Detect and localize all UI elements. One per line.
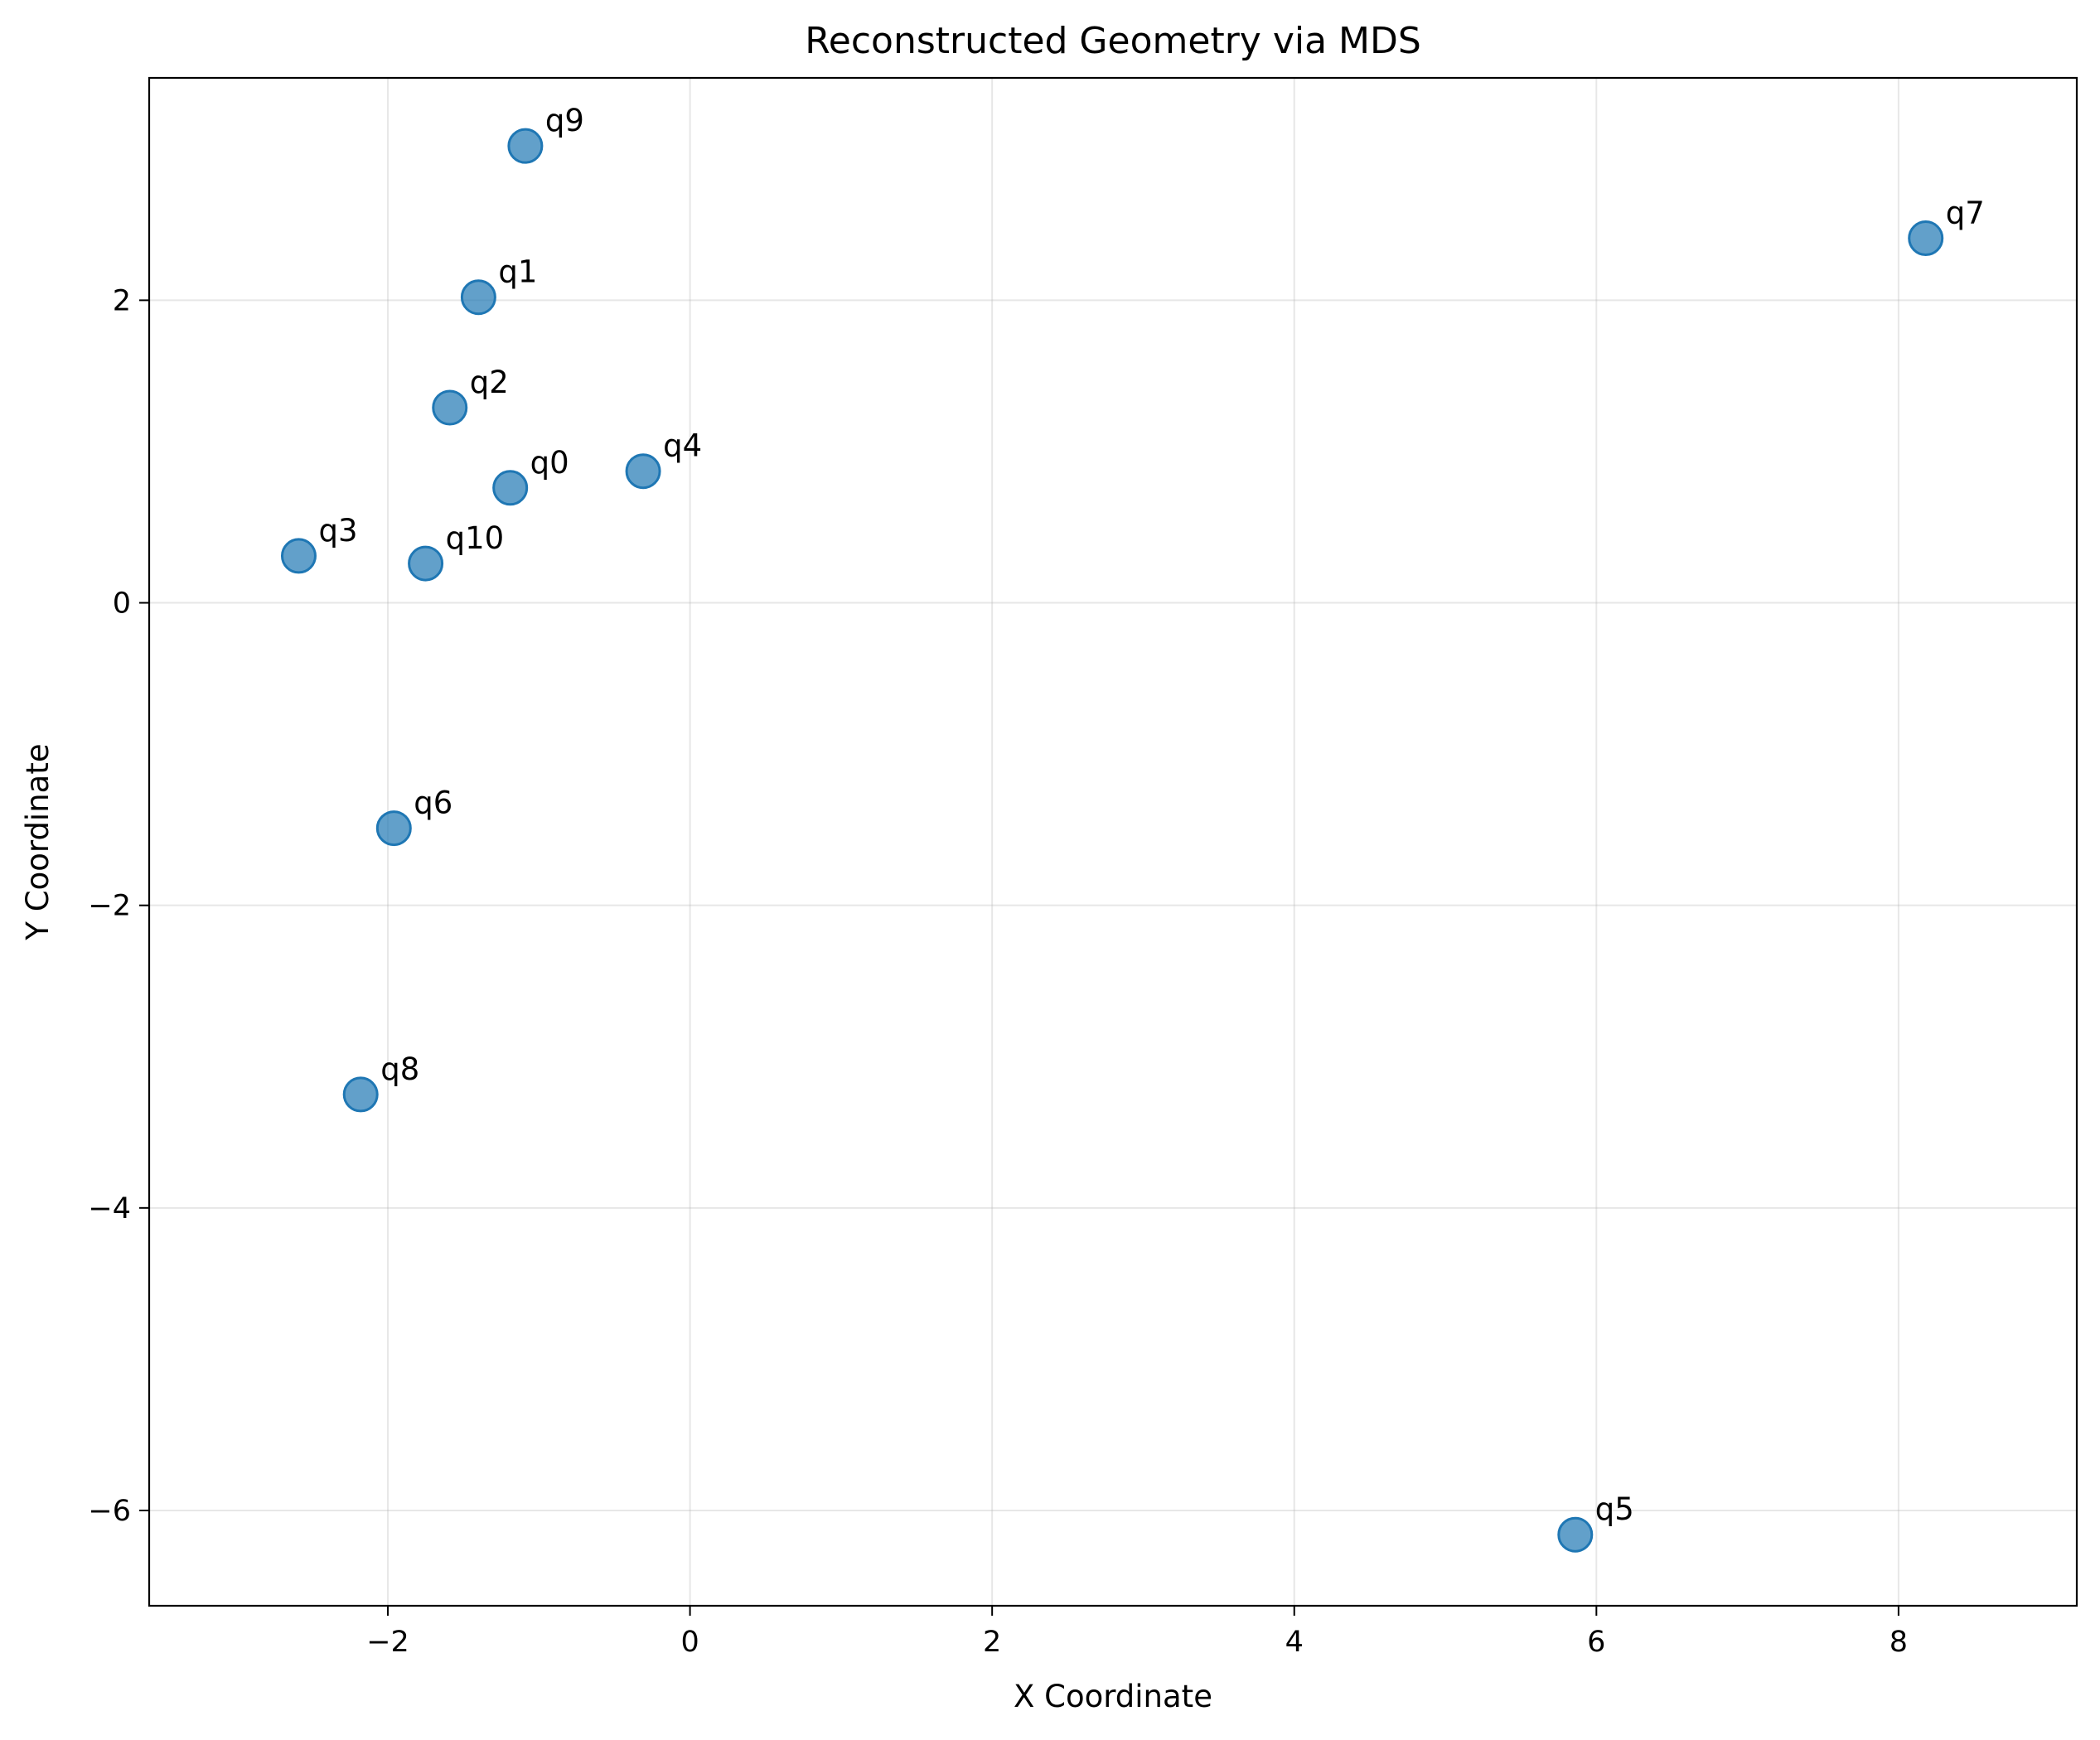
- point-labels: q0 q1 q2 q3 q4 q5 q6 q7 q8 q9 q10: [318, 103, 1984, 1527]
- plot-frame: [148, 76, 2078, 1607]
- point-label-q4: q4: [663, 428, 702, 464]
- y-tick-label: 0: [113, 587, 131, 621]
- y-tick-label: 2: [113, 284, 131, 317]
- x-tick-label: 0: [680, 1626, 699, 1659]
- x-tick-label: 8: [1890, 1626, 1908, 1659]
- data-point-q1: [460, 279, 496, 316]
- point-label-q8: q8: [380, 1051, 419, 1087]
- y-tick-label: −4: [88, 1192, 131, 1225]
- point-label-q3: q3: [318, 513, 357, 549]
- x-tick-label: 6: [1587, 1626, 1605, 1659]
- x-tick-label: −2: [366, 1626, 409, 1659]
- axis-ticks: −2 0 2 4 6 8 −6 −4 −2 0 2: [88, 284, 1908, 1659]
- point-label-q7: q7: [1946, 196, 1985, 231]
- point-label-q1: q1: [498, 254, 537, 290]
- data-point-q9: [507, 128, 544, 164]
- y-axis-title: Y Coordinate: [20, 743, 56, 940]
- point-label-q9: q9: [545, 103, 584, 138]
- point-label-q2: q2: [470, 365, 509, 400]
- data-point-q6: [375, 810, 412, 847]
- chart-title: Reconstructed Geometry via MDS: [805, 20, 1421, 62]
- data-point-q4: [625, 453, 661, 490]
- x-axis-title: X Coordinate: [1014, 1679, 1212, 1714]
- data-point-q2: [432, 389, 468, 426]
- point-label-q10: q10: [446, 520, 505, 556]
- x-tick-label: 2: [983, 1626, 1001, 1659]
- data-points: [280, 128, 1944, 1553]
- data-point-q3: [280, 538, 317, 574]
- point-label-q0: q0: [530, 445, 569, 481]
- x-tick-label: 4: [1285, 1626, 1304, 1659]
- data-point-q10: [408, 545, 444, 582]
- y-tick-label: −6: [88, 1495, 131, 1528]
- data-point-q8: [342, 1076, 379, 1113]
- data-point-q0: [492, 470, 529, 506]
- y-tick-label: −2: [88, 890, 131, 923]
- data-point-q5: [1557, 1516, 1594, 1553]
- point-label-q6: q6: [414, 785, 452, 821]
- point-label-q5: q5: [1595, 1491, 1634, 1527]
- data-point-q7: [1908, 220, 1944, 257]
